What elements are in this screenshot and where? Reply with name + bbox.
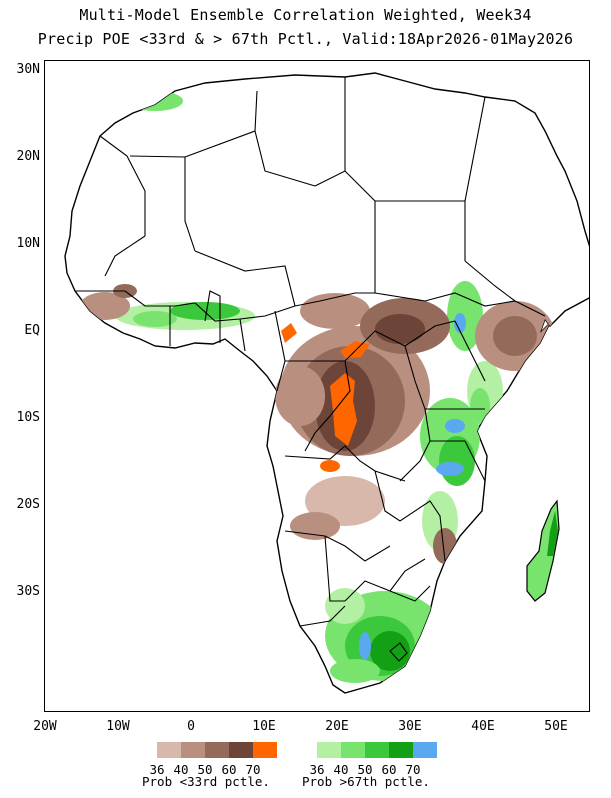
legend-above-value: 70 [405,762,421,777]
legend-below-value: 36 [149,762,165,777]
legend-above-swatch [365,742,389,758]
lon-label-20w: 20W [33,719,57,734]
legend-below-swatch [205,742,229,758]
legend-above-values: 36 40 50 60 70 [305,762,425,777]
legend-below-values: 36 40 50 60 70 [145,762,265,777]
africa-map [64,72,589,694]
legend-above-value: 36 [309,762,325,777]
lat-label-eq: EQ [24,323,40,338]
lat-label-10s: 10S [16,410,40,425]
legend-above-swatch [341,742,365,758]
legend-below-caption: Prob <33rd pctle. [142,774,270,789]
legend-above-caption: Prob >67th pctle. [302,774,430,789]
madagascar [526,499,560,602]
probability-shading [80,91,555,683]
legend-below-swatch [157,742,181,758]
legend-above-swatch [413,742,437,758]
lon-label-20e: 20E [325,719,349,734]
legend-below-swatch [253,742,277,758]
lon-label-0: 0 [187,719,195,734]
map-title-line2: Precip POE <33rd & > 67th Pctl., Valid:1… [37,30,574,48]
legend-below-swatch [181,742,205,758]
legend-below-colorbar [157,742,277,758]
lat-label-20s: 20S [16,497,40,512]
legend-above-value: 40 [333,762,349,777]
lat-label-20n: 20N [16,149,40,164]
legend-below-value: 40 [173,762,189,777]
lat-label-30s: 30S [16,584,40,599]
lat-label-10n: 10N [16,236,40,251]
legend-above-swatch [389,742,413,758]
lon-label-40e: 40E [471,719,495,734]
legend-above-value: 60 [381,762,397,777]
map-title-line1: Multi-Model Ensemble Correlation Weighte… [79,6,532,24]
legend-below-value: 70 [245,762,261,777]
legend-above-colorbar [317,742,437,758]
lon-label-10w: 10W [106,719,130,734]
country-borders [75,77,546,662]
lon-label-50e: 50E [544,719,568,734]
lon-label-30e: 30E [398,719,422,734]
lon-label-10e: 10E [252,719,276,734]
map-frame [44,60,590,712]
lat-label-30n: 30N [16,62,40,77]
legend-below-swatch [229,742,253,758]
legend-above-swatch [317,742,341,758]
legend-below-value: 50 [197,762,213,777]
legend-below-value: 60 [221,762,237,777]
legend-above-value: 50 [357,762,373,777]
